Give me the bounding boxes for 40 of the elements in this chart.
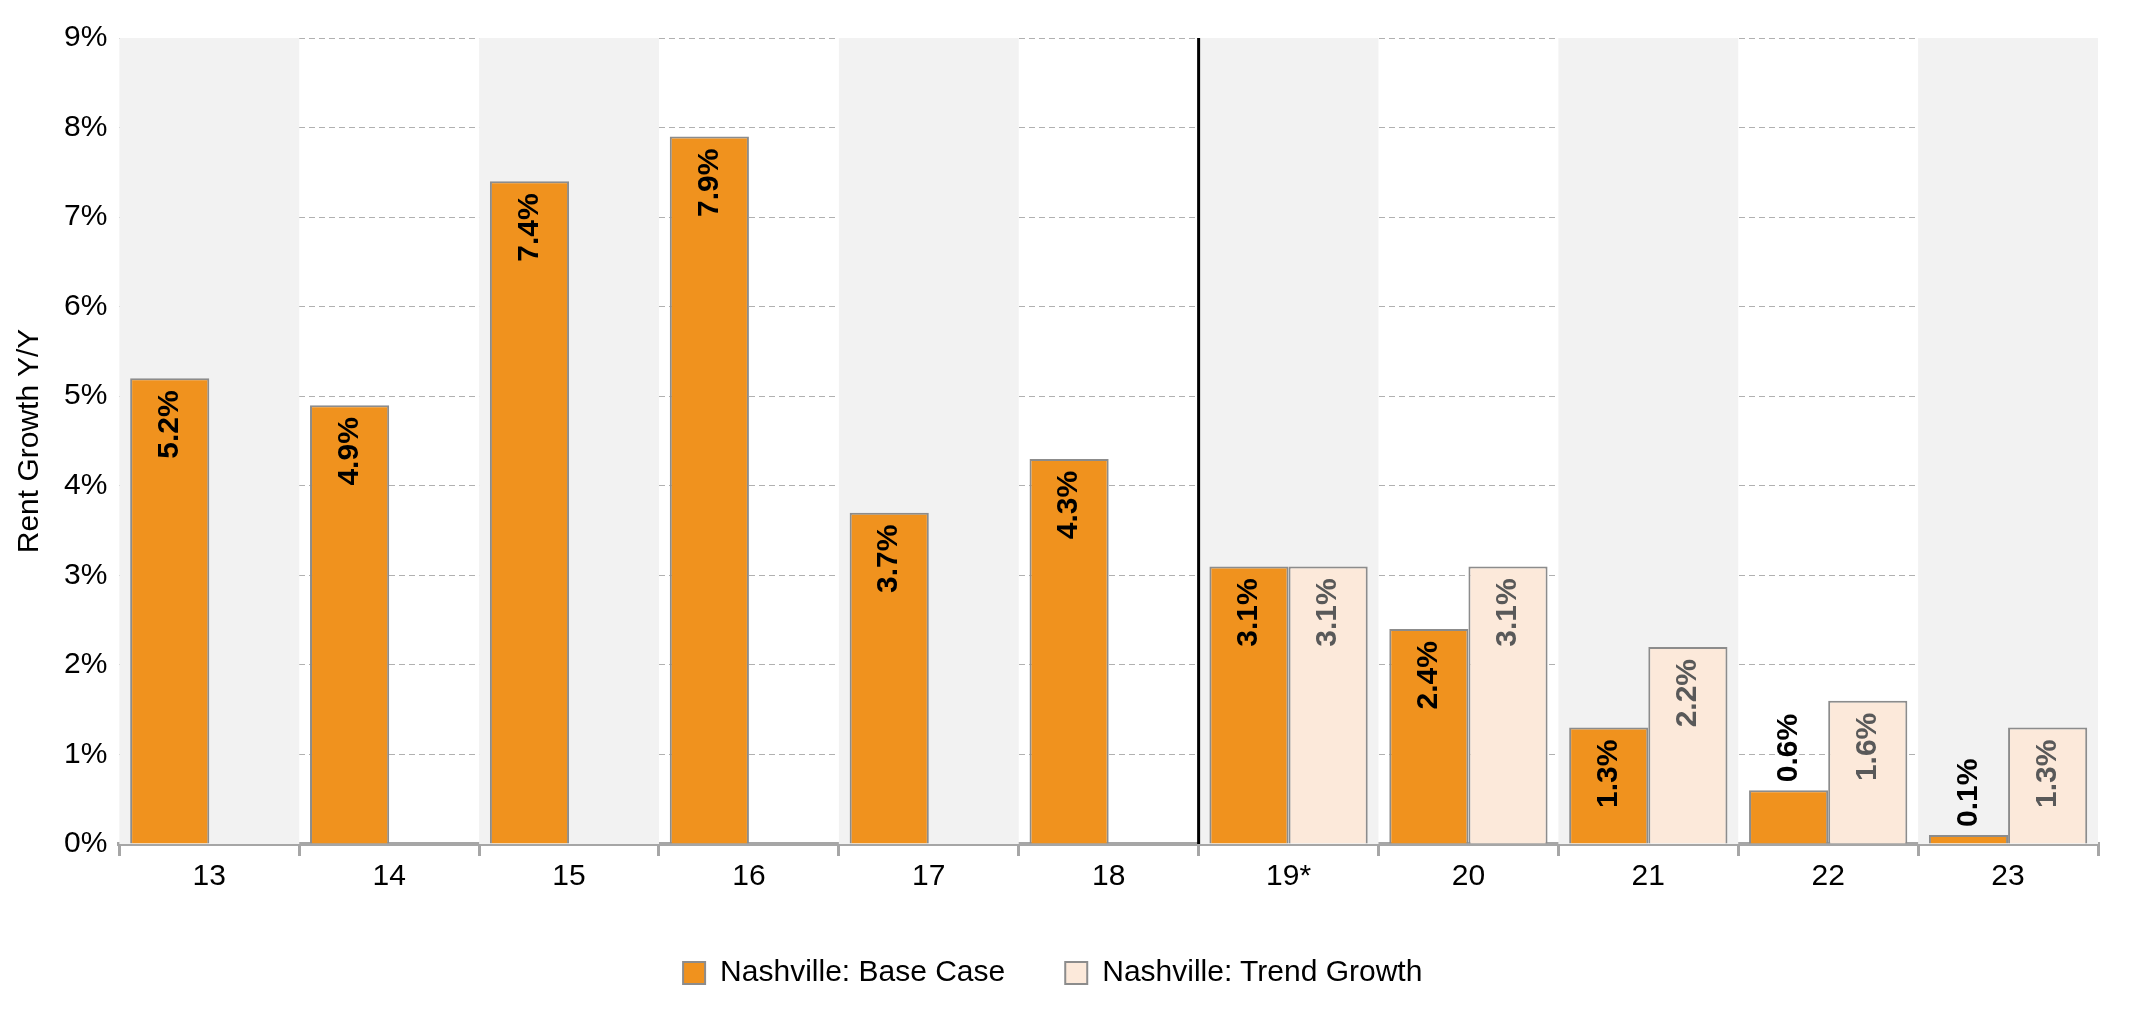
x-tick-label: 19* [1266, 858, 1312, 892]
x-tick-label: 16 [732, 858, 766, 892]
data-label: 1.3% [1590, 739, 1623, 808]
x-tick-label: 22 [1811, 858, 1845, 892]
data-label: 7.4% [510, 193, 544, 262]
y-tick-label: 8% [64, 108, 108, 142]
x-tick-label: 13 [192, 858, 226, 892]
x-tick-label: 20 [1451, 858, 1486, 892]
y-axis-title: Rent Growth Y/Y [11, 328, 45, 554]
y-tick-label: 2% [64, 646, 108, 680]
y-tick-label: 3% [64, 556, 108, 590]
x-tick-label: 18 [1091, 858, 1126, 892]
data-label: 0.1% [1949, 758, 1983, 828]
data-label: 3.7% [870, 524, 904, 594]
data-label: 3.1% [1309, 578, 1343, 647]
y-tick-label: 9% [64, 19, 108, 53]
y-tick-label: 7% [64, 198, 108, 232]
data-label: 4.9% [330, 417, 364, 486]
x-tick-label: 23 [1991, 858, 2025, 892]
data-label: 2.2% [1669, 658, 1703, 728]
legend-label: Nashville: Base Case [720, 954, 1006, 988]
data-label: 1.6% [1849, 712, 1883, 782]
x-tick-label: 14 [372, 858, 406, 892]
x-tick-label: 15 [552, 858, 586, 892]
y-tick-label: 5% [64, 377, 108, 411]
data-label: 1.3% [2028, 739, 2062, 808]
data-label: 3.1% [1230, 578, 1264, 647]
data-label: 3.1% [1489, 578, 1523, 647]
y-tick-label: 0% [64, 825, 108, 859]
x-tick-label: 17 [912, 858, 946, 892]
data-label: 0.6% [1769, 713, 1803, 783]
data-label: 5.2% [150, 390, 184, 459]
y-tick-label: 6% [64, 287, 108, 321]
data-label: 2.4% [1410, 641, 1444, 710]
y-tick-label: 1% [64, 735, 108, 769]
y-tick-label: 4% [64, 467, 108, 501]
data-label: 7.9% [690, 148, 724, 217]
data-label: 4.3% [1050, 470, 1084, 540]
x-tick-label: 21 [1631, 858, 1665, 892]
legend-label: Nashville: Trend Growth [1102, 954, 1423, 988]
